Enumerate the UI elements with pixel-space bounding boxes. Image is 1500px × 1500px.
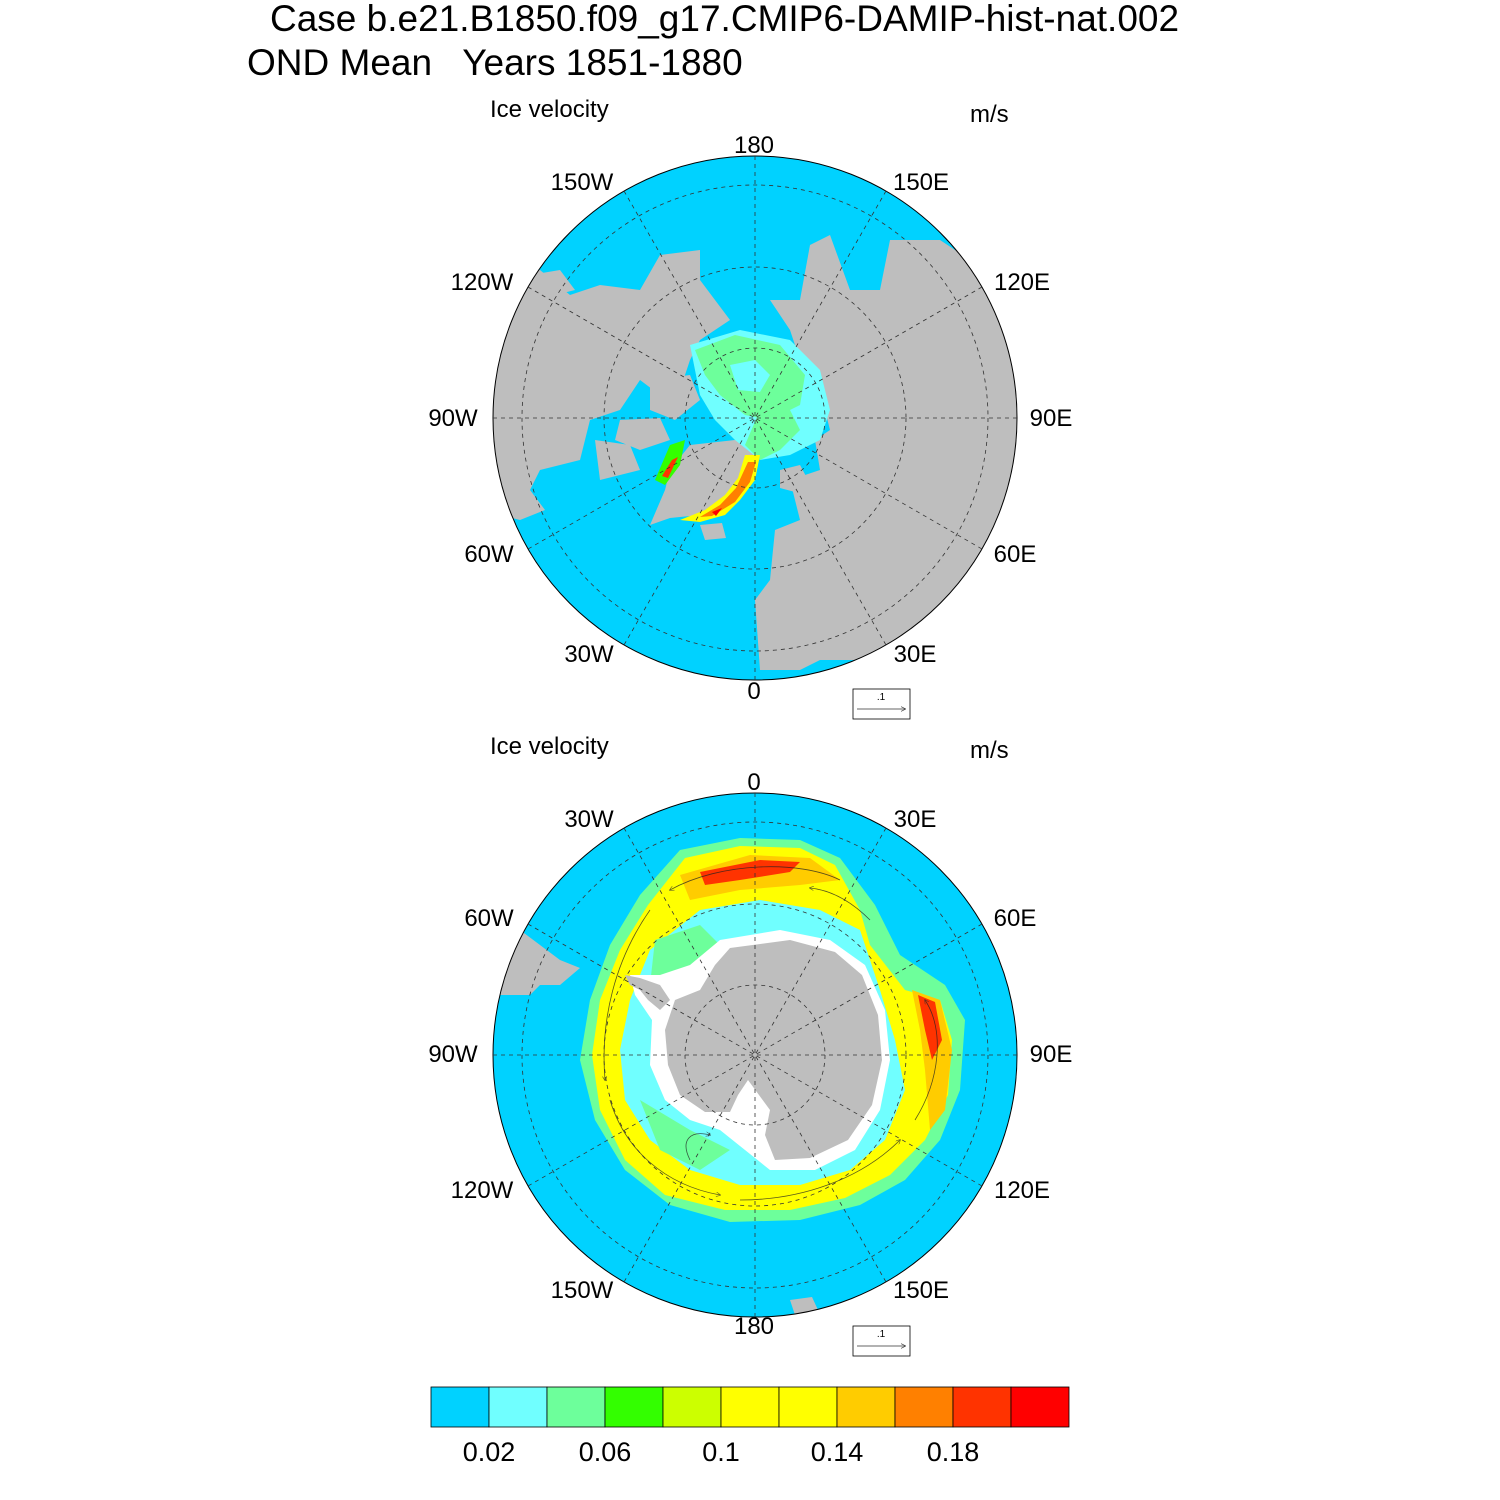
colorbar-swatch [488, 1386, 548, 1428]
north-graticule [493, 156, 1017, 680]
south-lon-label-right: 90E [1030, 1041, 1073, 1068]
south-reference-vector: .1 [852, 1325, 911, 1357]
south-lon-label-bottom-right: 150E [893, 1277, 949, 1304]
north-land-america [493, 250, 730, 520]
north-lon-label-right: 90E [1030, 405, 1073, 432]
south-lon-label-left: 90W [428, 1041, 478, 1068]
colorbar-tick-label: 0.14 [811, 1437, 864, 1467]
colorbar-swatch [1010, 1386, 1070, 1428]
north-ice-baffin [655, 440, 685, 485]
south-graticule [493, 793, 1017, 1317]
south-ice-vectors [604, 866, 938, 1201]
north-lon-label-lower-left: 60W [464, 541, 514, 568]
north-ice-gyre-center [730, 360, 770, 392]
south-panel-units: m/s [970, 737, 1009, 764]
south-lon-label-lower-right: 120E [994, 1177, 1050, 1204]
south-ice-max-atlantic-core [700, 860, 800, 885]
north-ice-fram-max [712, 508, 722, 516]
colorbar: 0.02 0.06 0.1 0.14 0.18 [430, 1386, 1070, 1467]
north-lon-label-bottom-left: 30W [564, 641, 614, 668]
colorbar-swatch [662, 1386, 722, 1428]
colorbar-swatch [604, 1386, 664, 1428]
colorbar-tick-label: 0.1 [702, 1437, 740, 1467]
case-title: Case b.e21.B1850.f09_g17.CMIP6-DAMIP-his… [270, 0, 1180, 39]
north-land-iceland [700, 523, 726, 540]
colorbar-tick-label: 0.02 [463, 1437, 516, 1467]
north-lon-label-top-left: 150W [551, 169, 614, 196]
north-lon-label-left: 90W [428, 405, 478, 432]
north-land-alaska [530, 270, 575, 295]
north-land-scandinavia [780, 520, 870, 630]
colorbar-tick-label: 0.06 [579, 1437, 632, 1467]
north-panel-title: Ice velocity [490, 96, 609, 123]
south-lon-label-top-right: 30E [894, 806, 937, 833]
south-lon-label-top-left: 30W [564, 806, 614, 833]
colorbar-swatch [894, 1386, 954, 1428]
south-ice-max-atlantic [680, 855, 840, 900]
colorbar-swatch [720, 1386, 780, 1428]
north-reference-vector-label: .1 [877, 692, 886, 703]
colorbar-swatch [836, 1386, 896, 1428]
north-lon-label-bottom-right: 30E [894, 641, 937, 668]
south-reference-vector-label: .1 [877, 1329, 886, 1340]
north-lon-label-bottom: 0 [747, 678, 760, 705]
south-lon-label-bottom-left: 150W [551, 1277, 614, 1304]
north-lon-label-lower-right: 60E [994, 541, 1037, 568]
colorbar-swatch [778, 1386, 838, 1428]
south-lon-label-top: 0 [747, 769, 760, 796]
north-lon-label-top-right: 150E [893, 169, 949, 196]
south-lon-label-upper-right: 60E [994, 905, 1037, 932]
south-map [493, 793, 1017, 1317]
north-panel-units: m/s [970, 101, 1009, 128]
south-land-peninsula [625, 975, 670, 1010]
north-ice-fram-strait [680, 455, 760, 522]
colorbar-swatch [952, 1386, 1012, 1428]
north-panel: Ice velocity m/s [428, 96, 1073, 720]
north-land-svalbard [780, 465, 808, 492]
north-land-archipelago [595, 375, 700, 480]
north-lon-label-upper-right: 120E [994, 269, 1050, 296]
north-lon-label-upper-left: 120W [451, 269, 514, 296]
colorbar-swatch [430, 1386, 490, 1428]
colorbar-swatch [546, 1386, 606, 1428]
north-ice-transpolar [745, 410, 800, 460]
south-panel-title: Ice velocity [490, 733, 609, 760]
colorbar-tick-label: 0.18 [927, 1437, 980, 1467]
south-panel: Ice velocity m/s [428, 733, 1073, 1357]
south-lon-label-lower-left: 120W [451, 1177, 514, 1204]
south-lon-label-bottom: 180 [734, 1313, 774, 1340]
period-title: OND Mean Years 1851-1880 [247, 42, 743, 83]
north-map [493, 156, 1017, 680]
south-lon-label-upper-left: 60W [464, 905, 514, 932]
north-reference-vector: .1 [852, 688, 911, 720]
north-ice-fram-core [700, 462, 756, 517]
south-ice-max-indian-core [918, 995, 942, 1060]
north-lon-label-top: 180 [734, 132, 774, 159]
